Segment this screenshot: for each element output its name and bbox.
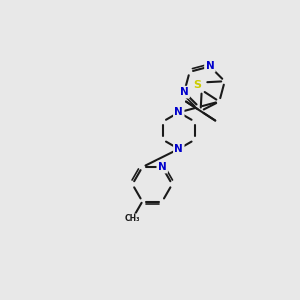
Text: N: N (180, 87, 189, 97)
Text: CH₃: CH₃ (125, 214, 140, 223)
Text: N: N (158, 162, 167, 172)
Text: S: S (193, 80, 201, 90)
Text: N: N (206, 61, 214, 71)
Text: N: N (174, 107, 183, 117)
Text: N: N (174, 144, 183, 154)
